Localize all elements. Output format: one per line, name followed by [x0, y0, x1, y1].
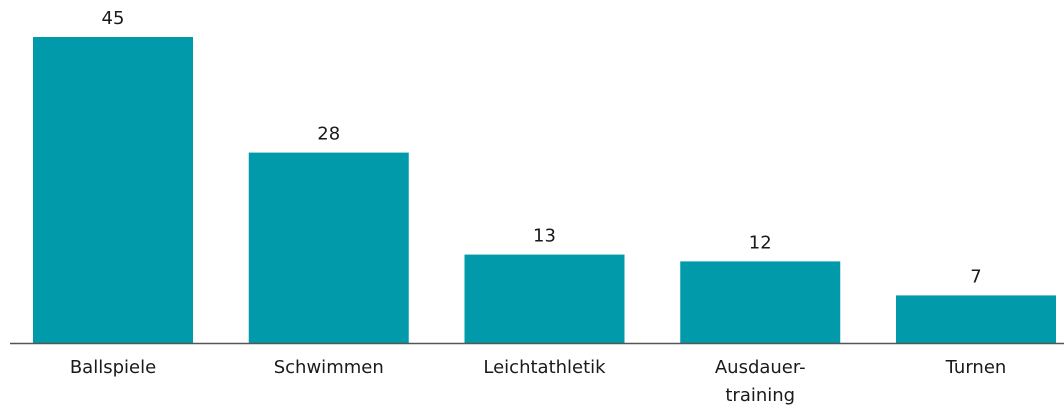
bar [680, 261, 841, 343]
x-tick-label: Leichtathletik [483, 357, 606, 378]
bar [33, 37, 193, 343]
bar [248, 152, 409, 343]
value-label: 12 [749, 232, 772, 253]
value-label: 7 [970, 266, 981, 287]
bar [896, 295, 1056, 343]
value-label: 28 [317, 124, 340, 145]
x-tick-label: Turnen [945, 357, 1007, 378]
x-tick-label: Schwimmen [274, 357, 384, 378]
x-tick-label: Ballspiele [70, 357, 156, 378]
bar [464, 254, 625, 343]
x-tick-label: Ausdauer-training [715, 357, 806, 406]
value-label: 13 [533, 226, 556, 247]
value-label: 45 [102, 8, 125, 29]
